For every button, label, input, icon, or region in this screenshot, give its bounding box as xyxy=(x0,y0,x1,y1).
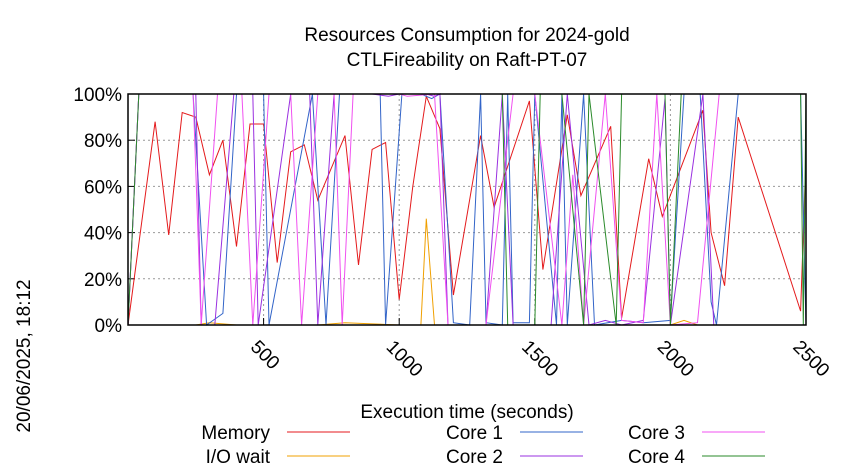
series-line-core-3 xyxy=(127,93,806,326)
y-tick-label: 100% xyxy=(73,85,122,106)
grid xyxy=(128,94,806,325)
legend-label-core-1: Core 1 xyxy=(446,423,503,444)
timestamp-label: 20/06/2025, 18:12 xyxy=(14,279,35,432)
x-tick-label: 1500 xyxy=(517,337,562,382)
legend-label-core-4: Core 4 xyxy=(628,447,685,468)
chart-title: Resources Consumption for 2024-gold xyxy=(304,25,629,46)
series-line-i-o-wait xyxy=(128,218,806,326)
x-axis-label: Execution time (seconds) xyxy=(360,402,573,423)
chart-subtitle: CTLFireability on Raft-PT-07 xyxy=(347,50,588,71)
y-tick-label: 80% xyxy=(84,131,122,152)
x-tick-label: 2500 xyxy=(788,337,833,382)
legend-label-i-o-wait: I/O wait xyxy=(206,447,271,468)
y-tick-label: 40% xyxy=(84,224,122,245)
legend: Memory I/O wait Core 1 Core 2 Core 3 Core 4 xyxy=(201,423,765,468)
x-tick-label: 500 xyxy=(246,337,283,374)
x-axis-ticks: 500 1000 1500 2000 2500 xyxy=(246,318,833,381)
plot-frame xyxy=(127,93,807,326)
y-tick-label: 0% xyxy=(95,316,123,337)
legend-label-memory: Memory xyxy=(201,423,270,444)
legend-label-core-2: Core 2 xyxy=(446,447,503,468)
y-axis-ticks: 0% 20% 40% 60% 80% 100% xyxy=(73,85,135,337)
legend-label-core-3: Core 3 xyxy=(628,423,685,444)
series-lines xyxy=(127,93,807,326)
y-tick-label: 20% xyxy=(84,270,122,291)
x-tick-label: 1000 xyxy=(382,337,427,382)
x-tick-label: 2000 xyxy=(653,337,698,382)
y-tick-label: 60% xyxy=(84,177,122,198)
